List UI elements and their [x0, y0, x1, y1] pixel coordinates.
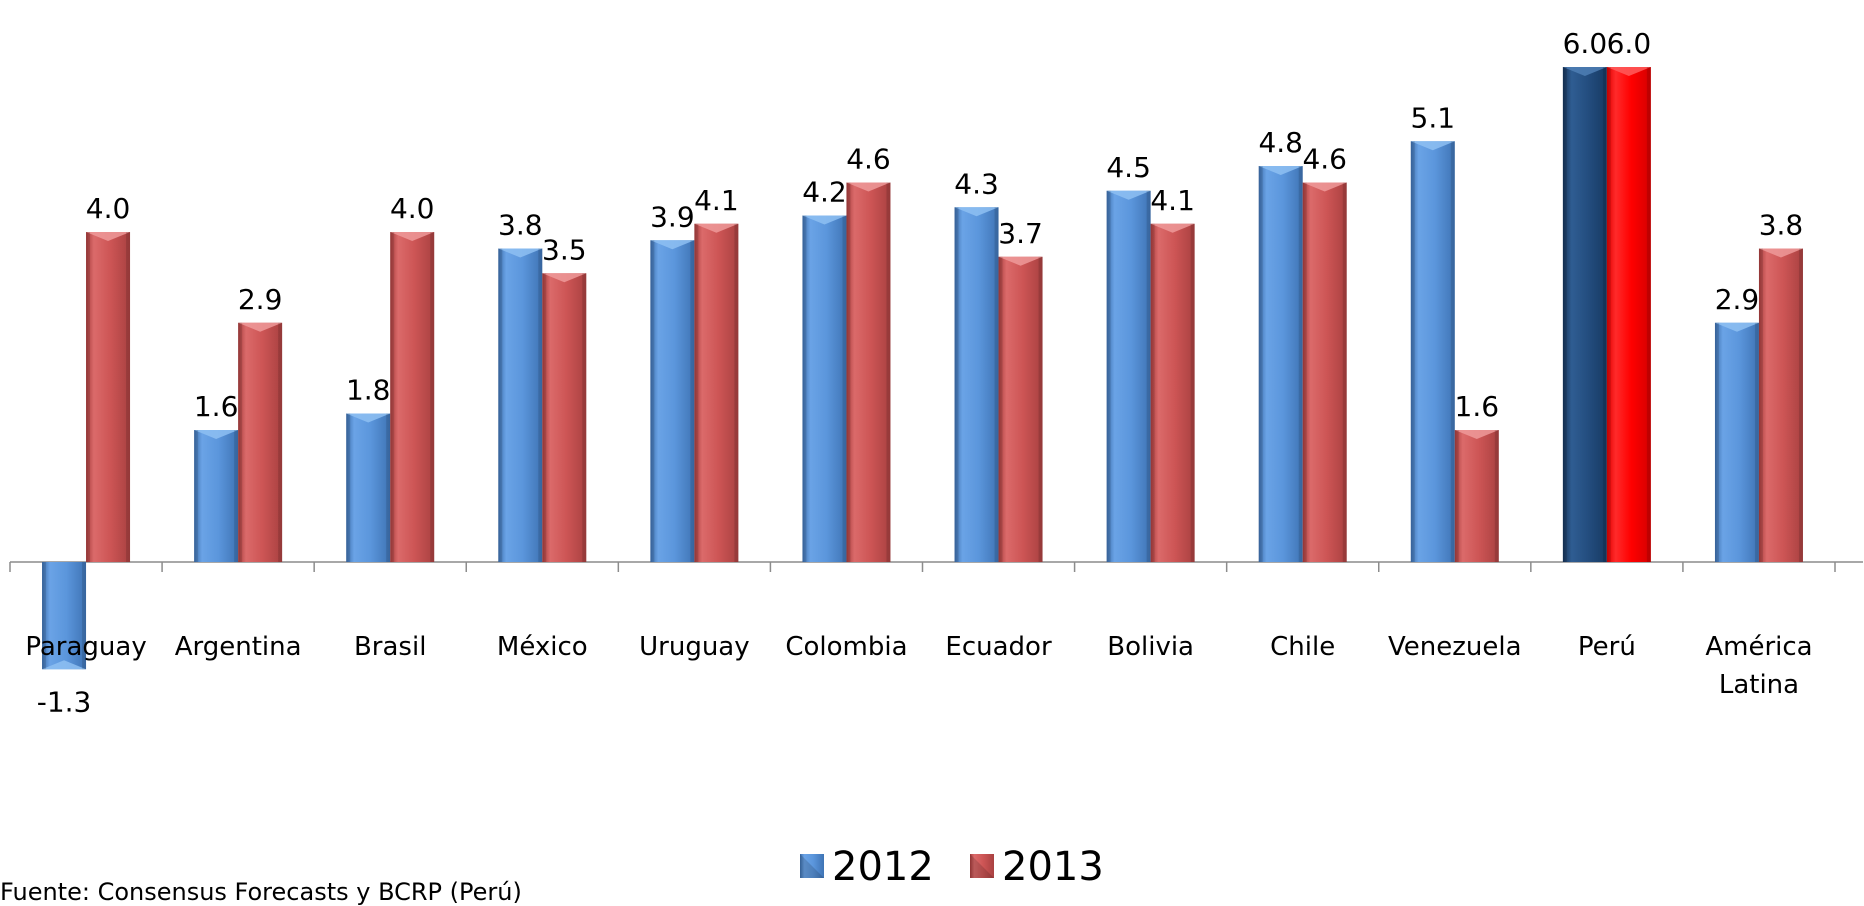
bar-2012-ecuador	[954, 207, 999, 562]
bar-2012-america-latina	[1714, 322, 1759, 562]
legend-swatch-2012	[800, 854, 824, 878]
value-label-2013-argentina: 2.9	[238, 283, 283, 316]
value-label-2012-venezuela: 5.1	[1411, 101, 1456, 134]
value-label-2013-peru: 6.0	[1607, 27, 1652, 60]
value-label-2012-brasil: 1.8	[346, 374, 391, 407]
category-label-argentina: Argentina	[175, 632, 302, 662]
bar-2013-america-latina	[1758, 248, 1803, 562]
bar-2013-ecuador	[998, 256, 1043, 562]
category-label-america-latina: América Latina	[1705, 632, 1812, 700]
category-label-mexico: México	[497, 632, 588, 662]
bar-2013-uruguay	[694, 223, 739, 562]
category-label-chile: Chile	[1270, 632, 1335, 662]
bar-2012-chile	[1258, 166, 1303, 562]
value-label-2012-colombia: 4.2	[802, 176, 847, 209]
bar-2013-chile	[1302, 182, 1347, 562]
category-label-bolivia: Bolivia	[1107, 632, 1194, 662]
value-label-2013-bolivia: 4.1	[1150, 184, 1195, 217]
category-label-venezuela: Venezuela	[1388, 632, 1522, 662]
bar-2012-uruguay	[650, 240, 695, 562]
bar-2013-bolivia	[1150, 223, 1195, 562]
bar-2013-venezuela	[1454, 430, 1499, 562]
source-note: Fuente: Consensus Forecasts y BCRP (Perú…	[0, 878, 522, 906]
category-label-brasil: Brasil	[354, 632, 426, 662]
bar-2013-paraguay	[86, 232, 131, 562]
value-label-2013-paraguay: 4.0	[86, 192, 131, 225]
value-label-2012-argentina: 1.6	[194, 390, 239, 423]
bar-2013-brasil	[390, 232, 435, 562]
value-label-2012-paraguay: -1.3	[37, 685, 92, 718]
bar-2013-peru	[1606, 67, 1651, 562]
value-label-2013-uruguay: 4.1	[694, 184, 739, 217]
value-label-2013-mexico: 3.5	[542, 233, 587, 266]
value-label-2012-chile: 4.8	[1258, 126, 1303, 159]
category-label-peru: Perú	[1578, 632, 1636, 662]
bar-2012-brasil	[346, 413, 391, 562]
legend-label-2013: 2013	[1002, 844, 1104, 890]
category-label-colombia: Colombia	[785, 632, 907, 662]
value-label-2012-peru: 6.0	[1563, 27, 1608, 60]
bar-2012-argentina	[194, 430, 239, 562]
value-label-2013-brasil: 4.0	[390, 192, 435, 225]
value-label-2013-colombia: 4.6	[846, 143, 891, 176]
value-label-2012-uruguay: 3.9	[650, 200, 695, 233]
legend-swatch-2013	[970, 854, 994, 878]
bar-2013-mexico	[542, 273, 587, 562]
value-label-2013-ecuador: 3.7	[998, 217, 1043, 250]
value-label-2013-venezuela: 1.6	[1455, 390, 1500, 423]
legend: 2012 2013	[800, 844, 1104, 890]
value-label-2012-mexico: 3.8	[498, 209, 543, 242]
value-label-2013-america-latina: 3.8	[1759, 209, 1804, 242]
category-labels: Paraguay Argentina Brasil México Uruguay Colo…	[25, 632, 1812, 700]
bar-2012-peru	[1562, 67, 1607, 562]
legend-item-2012: 2012	[800, 844, 934, 890]
value-label-2012-america-latina: 2.9	[1715, 283, 1760, 316]
bar-2013-colombia	[846, 182, 891, 562]
category-label-paraguay: Paraguay	[25, 632, 146, 662]
legend-label-2012: 2012	[832, 844, 934, 890]
bar-2012-paraguay	[42, 562, 87, 670]
category-label-ecuador: Ecuador	[945, 632, 1052, 662]
bars	[42, 67, 1803, 670]
value-label-2012-bolivia: 4.5	[1106, 151, 1151, 184]
legend-item-2013: 2013	[970, 844, 1104, 890]
value-labels: -1.34.01.62.91.84.0 3.83.53.9 4.1 4.24.64.3…	[37, 27, 1804, 718]
category-label-uruguay: Uruguay	[639, 632, 750, 662]
bar-2012-venezuela	[1410, 141, 1455, 562]
x-axis	[9, 561, 1863, 572]
bar-2012-mexico	[498, 248, 543, 562]
bar-2012-bolivia	[1106, 190, 1151, 562]
value-label-2013-chile: 4.6	[1302, 143, 1347, 176]
value-label-2012-ecuador: 4.3	[954, 167, 999, 200]
bar-2013-argentina	[238, 322, 283, 562]
bar-2012-colombia	[802, 215, 847, 562]
